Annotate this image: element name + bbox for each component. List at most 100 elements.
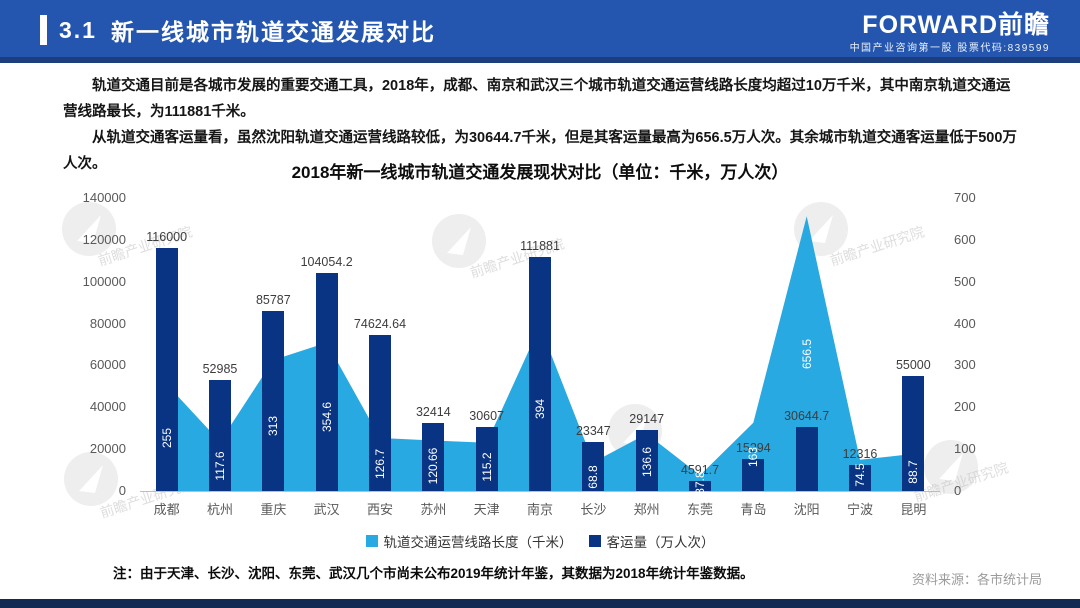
brand-tagline: 中国产业咨询第一股 股票代码:839599 (849, 43, 1050, 54)
bar-武汉 (315, 273, 338, 491)
bar-value-label: 104054.2 (300, 255, 353, 270)
legend-swatch-icon (588, 535, 601, 547)
bar-value-label: 55000 (895, 357, 931, 372)
left-axis-tick: 100000 (82, 273, 126, 289)
bar-苏州 (422, 423, 445, 491)
x-axis-label-长沙: 长沙 (580, 502, 607, 517)
area-value-label: 656.5 (799, 338, 814, 369)
area-value-label: 37.8 (693, 471, 707, 495)
x-axis-label-宁波: 宁波 (846, 502, 873, 517)
area-value-label: 120.66 (426, 447, 441, 485)
left-axis-tick: 140000 (82, 190, 126, 205)
x-axis-label-青岛: 青岛 (740, 502, 767, 517)
x-axis-label-成都: 成都 (153, 502, 180, 517)
header: 3.1 新一线城市轨道交通发展对比 FORWARD前瞻 中国产业咨询第一股 股票… (0, 0, 1080, 63)
bar-天津 (475, 426, 498, 491)
bar-沈阳 (795, 426, 818, 491)
bottom-bar (0, 599, 1080, 608)
page-title-block: 3.1 新一线城市轨道交通发展对比 (40, 13, 436, 47)
page-title: 新一线城市轨道交通发展对比 (110, 19, 436, 45)
data-source: 资料来源：各市统计局 (911, 572, 1042, 587)
bar-value-label: 4591.7 (680, 463, 720, 478)
bar-value-label: 52985 (202, 362, 238, 377)
area-value-label: 136.6 (639, 447, 654, 478)
section-number: 3.1 (59, 16, 97, 43)
footnote: 注：由于天津、长沙、沈阳、东莞、武汉几个市尚未公布2019年统计年鉴，其数据为2… (113, 566, 754, 581)
area-value-label: 354.6 (319, 401, 334, 432)
paragraph-1: 轨道交通目前是各城市发展的重要交通工具，2018年，成都、南京和武汉三个城市轨道… (63, 78, 1011, 120)
x-axis-label-重庆: 重庆 (260, 502, 287, 517)
bar-昆明 (902, 375, 925, 491)
bar-长沙 (582, 442, 605, 491)
x-axis-label-东莞: 东莞 (686, 502, 713, 517)
legend-swatch-icon (365, 535, 378, 547)
right-axis-tick: 600 (954, 231, 976, 247)
right-axis-tick: 400 (954, 315, 976, 331)
bar-value-label: 29147 (629, 412, 665, 426)
area-value-label: 163 (746, 446, 761, 467)
area-value-label: 115.2 (479, 452, 494, 482)
left-axis-tick: 0 (118, 483, 126, 498)
body-text: 轨道交通目前是各城市发展的重要交通工具，2018年，成都、南京和武汉三个城市轨道… (63, 73, 1018, 177)
title-marker (40, 15, 47, 45)
area-value-label: 126.7 (373, 449, 387, 480)
watermark-logo-icon (62, 450, 120, 513)
right-axis-tick: 100 (954, 441, 976, 457)
left-axis-tick: 20000 (89, 441, 126, 457)
right-axis-tick: 700 (954, 190, 976, 205)
area-value-label: 74.5 (853, 463, 867, 488)
area-value-label: 255 (159, 427, 174, 448)
bar-value-label: 23347 (575, 424, 611, 439)
brand-logo: FORWARD前瞻 (862, 11, 1050, 39)
area-value-label: 117.6 (213, 451, 227, 481)
left-axis-tick: 120000 (82, 231, 126, 247)
bar-青岛 (742, 459, 765, 491)
bar-value-label: 74624.64 (353, 316, 407, 331)
x-axis-label-杭州: 杭州 (206, 502, 233, 517)
x-axis-label-西安: 西安 (366, 502, 393, 517)
bar-成都 (155, 248, 178, 491)
bar-value-label: 15294 (735, 441, 771, 455)
x-axis-label-苏州: 苏州 (420, 502, 447, 517)
chart-legend: 轨道交通运营线路长度（千米） 客运量（万人次） (0, 531, 1080, 551)
x-axis-label-南京: 南京 (526, 502, 553, 517)
bar-value-label: 111881 (520, 238, 560, 253)
bar-重庆 (262, 311, 285, 491)
left-axis-tick: 60000 (89, 357, 126, 373)
chart-plot-area: 116000 255 成都 52985 117.6 杭州 85787 313 重庆 104054.… (83, 190, 976, 517)
legend-item: 轨道交通运营线路长度（千米） (365, 531, 573, 551)
left-axis-tick: 40000 (89, 399, 126, 415)
bar-东莞 (689, 481, 711, 491)
legend-item: 客运量（万人次） (588, 531, 715, 551)
area-value-label: 394 (533, 398, 547, 419)
bar-西安 (369, 334, 391, 491)
bar-郑州 (635, 430, 658, 491)
bar-value-label: 12316 (842, 447, 878, 462)
x-axis-label-天津: 天津 (473, 502, 500, 517)
x-axis-label-郑州: 郑州 (633, 502, 660, 517)
right-axis-tick: 500 (954, 273, 976, 289)
bar-value-label: 85787 (255, 293, 291, 308)
bar-杭州 (209, 380, 231, 491)
paragraph-2: 从轨道交通客运量看，虽然沈阳轨道交通运营线路较低，为30644.7千米，但是其客… (63, 130, 1017, 172)
area-value-label: 88.7 (906, 460, 921, 485)
right-axis-tick: 0 (954, 483, 962, 498)
bar-宁波 (849, 465, 871, 491)
x-axis-label-沈阳: 沈阳 (793, 502, 820, 517)
bar-value-label: 32414 (415, 405, 451, 420)
area-value-label: 313 (266, 415, 281, 436)
bar-value-label: 30607 (469, 408, 505, 423)
x-axis-label-武汉: 武汉 (313, 502, 340, 517)
bar-value-label: 30644.7 (784, 408, 830, 423)
legend-label: 客运量（万人次） (606, 535, 715, 550)
right-axis-tick: 200 (954, 399, 976, 415)
chart-title: 2018年新一线城市轨道交通发展现状对比（单位：千米，万人次） (291, 163, 789, 182)
legend-label: 轨道交通运营线路长度（千米） (383, 535, 573, 550)
x-axis-label-昆明: 昆明 (900, 502, 927, 517)
left-axis-tick: 80000 (89, 315, 126, 331)
right-axis-tick: 300 (954, 357, 976, 373)
bar-南京 (529, 256, 551, 491)
bar-value-label: 116000 (146, 230, 188, 245)
brand-block: FORWARD前瞻 中国产业咨询第一股 股票代码:839599 (850, 12, 1050, 54)
